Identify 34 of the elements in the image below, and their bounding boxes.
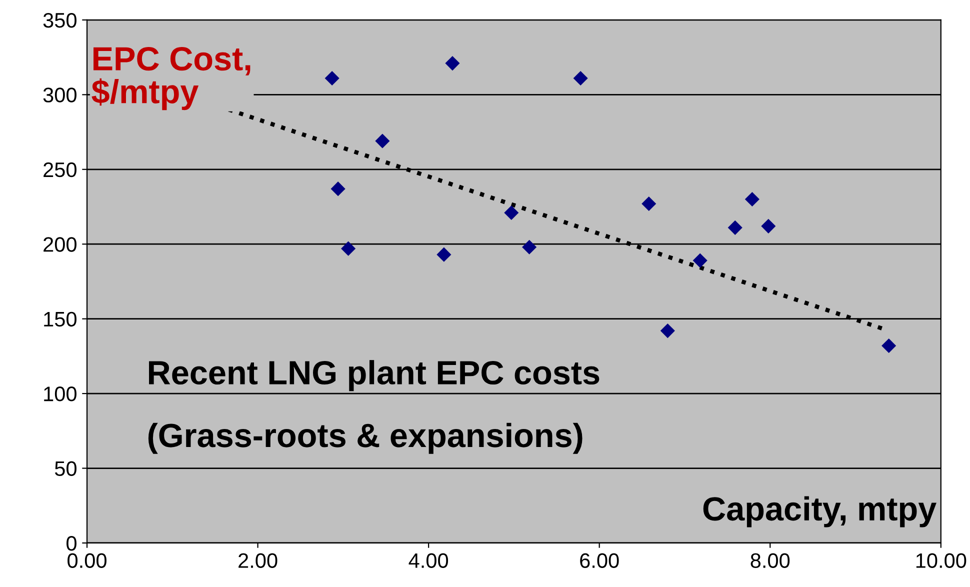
y-tick-label: 150 <box>44 312 76 327</box>
annotation: Recent LNG plant EPC costs <box>149 360 600 392</box>
point <box>882 338 896 354</box>
y-tick-label: 0 <box>66 536 76 551</box>
point <box>728 220 742 235</box>
point <box>324 70 340 86</box>
x-tick-label: 4.00 <box>408 553 448 568</box>
y-tick-label: 250 <box>44 162 76 178</box>
y-tick-label: 200 <box>44 237 76 252</box>
point <box>573 70 588 86</box>
x-axis-title: Capacity, mtpy <box>703 496 936 528</box>
y-tick-label: 50 <box>54 461 76 476</box>
point <box>692 253 708 268</box>
point <box>642 196 656 212</box>
x-tick-label: 2.00 <box>238 553 278 568</box>
point <box>660 323 675 338</box>
x-tick-label: 0.00 <box>68 553 106 568</box>
x-tick-label: 8.00 <box>750 553 790 568</box>
point <box>504 205 519 220</box>
point <box>375 134 390 148</box>
point <box>330 182 346 196</box>
y-tick-label: 300 <box>43 88 76 102</box>
x-tick-label: 10.00 <box>916 553 966 568</box>
y-tick-label: 100 <box>44 386 76 402</box>
point <box>436 247 452 262</box>
point <box>522 240 537 254</box>
point <box>744 192 760 207</box>
y-axis-title: EPC Cost, $/mtpy <box>92 46 250 110</box>
point <box>341 241 356 256</box>
y-tick-label: 350 <box>43 12 76 28</box>
annotation: (Grass-roots & expansions) <box>148 422 582 454</box>
point <box>761 218 776 234</box>
point <box>445 56 460 71</box>
x-tick-label: 6.00 <box>580 553 619 568</box>
